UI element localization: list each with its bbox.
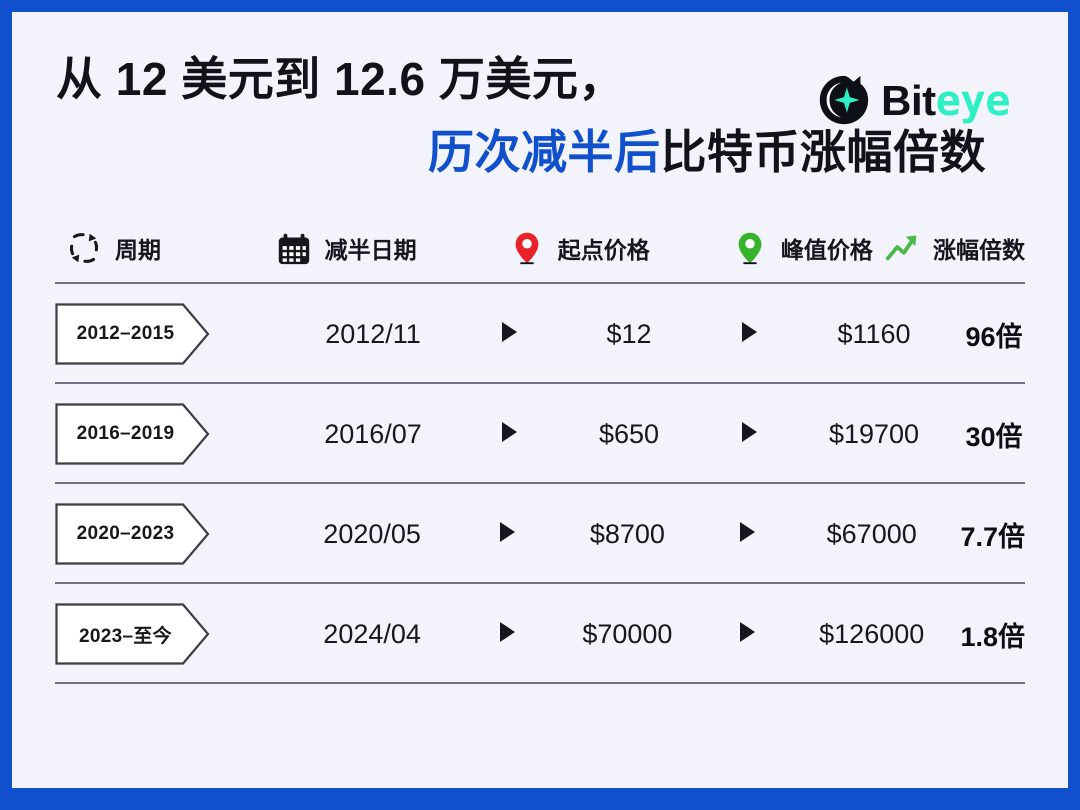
column-header-multiple-label: 涨幅倍数	[932, 237, 1025, 263]
right-triangle-icon	[711, 521, 783, 547]
cycle-badge: 2023–至今	[55, 603, 210, 665]
column-header-cycle: 周期	[55, 229, 254, 267]
cell-multiple: 1.8倍	[960, 621, 1025, 652]
right-triangle-icon	[472, 621, 544, 647]
page-title-line-1: 从 12 美元到 12.6 万美元，	[56, 53, 625, 105]
cell-multiple: 30倍	[965, 421, 1023, 452]
table-row: 2023–至今 2024/04 $70000 $126000 1.8倍	[55, 584, 1025, 684]
right-triangle-icon	[472, 521, 544, 547]
cell-cycle: 2020–2023	[55, 503, 272, 565]
cycle-badge: 2016–2019	[55, 403, 210, 465]
cell-date: 2024/04	[323, 618, 421, 649]
table-row: 2012–2015 2012/11 $12 $1160 96倍	[55, 284, 1025, 384]
column-header-multiple: 涨幅倍数	[883, 229, 1025, 267]
cell-multiple: 7.7倍	[960, 521, 1025, 552]
cell-date: 2020/05	[323, 518, 421, 549]
green-trend-up-icon	[883, 229, 921, 267]
poster-card: 从 12 美元到 12.6 万美元， 历次减半后比特币涨幅倍数 Biteye	[12, 12, 1068, 788]
right-triangle-icon	[711, 621, 783, 647]
header: 从 12 美元到 12.6 万美元， 历次减半后比特币涨幅倍数 Biteye	[12, 12, 1068, 212]
cell-start-price: $12	[606, 318, 652, 349]
green-map-pin-icon	[731, 229, 769, 267]
column-header-start-price: 起点价格	[502, 229, 655, 267]
biteye-cat-moon-logo-icon	[815, 72, 873, 130]
page-title-line-2: 历次减半后比特币涨幅倍数	[56, 123, 1024, 182]
cell-start-price: $70000	[582, 618, 673, 649]
cell-peak-price: $1160	[837, 318, 911, 349]
cycle-badge-label: 2012–2015	[76, 323, 175, 344]
right-triangle-icon	[473, 321, 545, 347]
cell-cycle: 2012–2015	[55, 303, 273, 365]
cycle-arrows-icon	[65, 229, 103, 267]
cell-cycle: 2016–2019	[55, 403, 273, 465]
column-header-date: 减半日期	[254, 229, 436, 267]
red-map-pin-icon	[508, 229, 546, 267]
right-triangle-icon	[473, 421, 545, 447]
cell-start-price: $650	[598, 418, 660, 449]
right-triangle-icon	[713, 321, 785, 347]
cell-peak-price: $67000	[826, 518, 917, 549]
column-header-cycle-label: 周期	[115, 237, 161, 263]
column-header-peak-price: 峰值价格	[721, 229, 883, 267]
column-header-peak-price-label: 峰值价格	[780, 237, 873, 263]
right-triangle-icon	[713, 421, 785, 447]
column-header-start-price-label: 起点价格	[557, 237, 650, 263]
brand-name-bit: Bit	[881, 77, 936, 124]
page-title-highlight: 历次减半后	[428, 125, 661, 178]
cell-start-price: $8700	[589, 518, 665, 549]
cycle-badge-label: 2016–2019	[76, 423, 175, 444]
cycle-badge-label: 2023–至今	[79, 625, 172, 647]
page-title-rest: 比特币涨幅倍数	[660, 125, 986, 178]
calendar-icon	[275, 229, 313, 267]
table-row: 2020–2023 2020/05 $8700 $67000 7.7倍	[55, 484, 1025, 584]
brand-name-eye: eye	[935, 76, 1011, 125]
cell-peak-price: $126000	[819, 618, 925, 649]
cycle-badge: 2012–2015	[55, 303, 210, 365]
brand-logo: Biteye	[815, 72, 1011, 130]
cycle-badge: 2020–2023	[55, 503, 210, 565]
table-row: 2016–2019 2016/07 $650 $19700 30倍	[55, 384, 1025, 484]
cell-multiple: 96倍	[965, 321, 1023, 352]
cycle-badge-label: 2020–2023	[76, 523, 175, 544]
cell-cycle: 2023–至今	[55, 603, 272, 665]
cell-date: 2016/07	[324, 418, 422, 449]
column-header-date-label: 减半日期	[324, 237, 417, 263]
table-header-row: 周期	[55, 212, 1025, 284]
halving-table: 周期	[55, 212, 1025, 684]
cell-peak-price: $19700	[828, 418, 920, 449]
cell-date: 2012/11	[325, 318, 421, 349]
brand-name: Biteye	[881, 80, 1010, 122]
